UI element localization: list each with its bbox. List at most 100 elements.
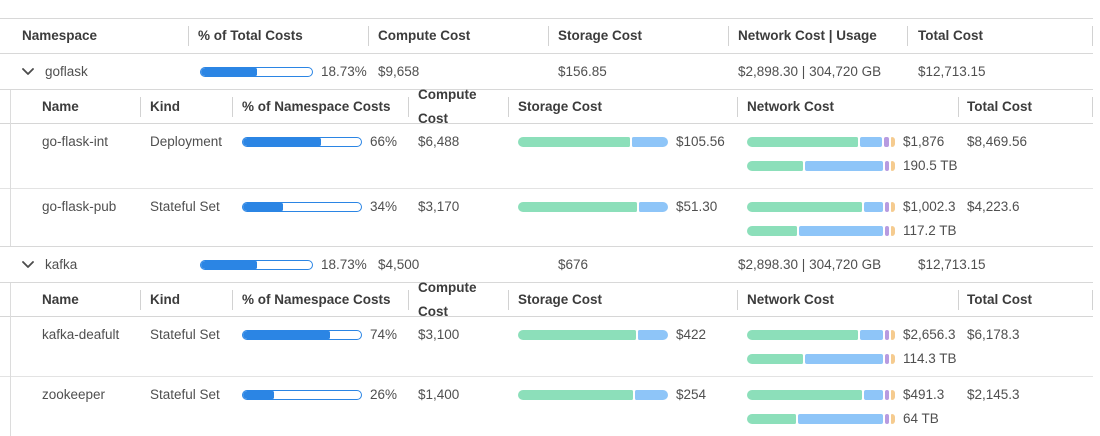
workload-table-kafka: Name Kind % of Namespace Costs Compute C… — [0, 280, 1093, 436]
workload-kind: Stateful Set — [150, 199, 220, 214]
network-cost-value: $491.3 — [903, 387, 945, 402]
col-header-storage-cost: Storage Cost — [508, 90, 737, 124]
workload-name: zookeeper — [42, 387, 106, 402]
namespace-name-cell: kafka — [0, 253, 188, 277]
storage-cost-bar — [518, 202, 668, 212]
compute-cost-value: $1,400 — [418, 387, 460, 402]
storage-cost-value: $51.30 — [676, 199, 718, 214]
total-cost-value: $8,469.56 — [967, 134, 1028, 149]
storage-cost-value: $676 — [558, 256, 589, 272]
col-header-namespace-costs-pct: % of Namespace Costs — [232, 283, 408, 317]
percent-total-costs-bar — [200, 259, 313, 270]
workload-row-kafka-deafult[interactable]: kafka-deafult Stateful Set 74% $3,100 $4… — [0, 317, 1093, 376]
col-header-compute-cost: Compute Cost — [368, 19, 548, 53]
network-cost-value: $2,656.3 — [903, 327, 956, 342]
col-header-network-cost-usage: Network Cost | Usage — [728, 19, 907, 53]
percent-namespace-costs-bar — [242, 390, 362, 400]
percent-total-costs-value: 18.73% — [321, 63, 367, 79]
percent-namespace-costs-bar — [242, 137, 362, 147]
network-cost-bar — [747, 137, 895, 147]
compute-cost-value: $4,500 — [378, 256, 420, 272]
col-header-total-cost: Total Cost — [958, 283, 1093, 317]
percent-namespace-costs-value: 74% — [370, 327, 398, 342]
col-header-name: Name — [42, 99, 79, 114]
workload-row-zookeeper[interactable]: zookeeper Stateful Set 26% $1,400 $254 $… — [0, 377, 1093, 436]
storage-cost-value: $156.85 — [558, 63, 607, 79]
network-usage-value: 190.5 TB — [903, 158, 958, 173]
percent-namespace-costs-value: 26% — [370, 387, 398, 402]
storage-cost-value: $254 — [676, 387, 707, 402]
divider — [0, 53, 1093, 54]
percent-total-costs-cell: 18.73% — [188, 253, 368, 277]
storage-cost-cell: $51.30 — [508, 195, 737, 219]
workload-row-go-flask-pub[interactable]: go-flask-pub Stateful Set 34% $3,170 $51… — [0, 189, 1093, 246]
compute-cost-value: $6,488 — [418, 134, 460, 149]
namespace-name: kafka — [45, 256, 78, 272]
network-cost-cell: $1,002.3 117.2 TB — [737, 195, 958, 243]
total-cost-value: $12,713.15 — [918, 256, 986, 272]
network-cost-cell: $491.3 64 TB — [737, 383, 958, 431]
percent-namespace-costs-cell: 26% — [232, 383, 408, 407]
col-header-network-cost: Network Cost — [737, 90, 958, 124]
workload-kind: Stateful Set — [150, 387, 220, 402]
namespace-row-kafka[interactable]: kafka 18.73% $4,500 $676 $2,898.30 | 304… — [0, 247, 1093, 282]
divider — [0, 18, 1093, 19]
workload-table-goflask: Name Kind % of Namespace Costs Compute C… — [0, 87, 1093, 246]
network-usage-value: 114.3 TB — [903, 351, 957, 366]
col-header-storage-cost: Storage Cost — [508, 283, 737, 317]
workload-name: go-flask-int — [42, 134, 109, 149]
col-header-total-cost: Total Cost — [907, 19, 1093, 53]
col-header-total-costs-pct: % of Total Costs — [188, 19, 368, 53]
workload-name: kafka-deafult — [42, 327, 120, 342]
storage-cost-cell: $105.56 — [508, 130, 737, 154]
storage-cost-bar — [518, 330, 668, 340]
percent-namespace-costs-cell: 74% — [232, 323, 408, 347]
workload-table-header: Name Kind % of Namespace Costs Compute C… — [0, 87, 1093, 126]
namespace-row-goflask[interactable]: goflask 18.73% $9,658 $156.85 $2,898.30 … — [0, 54, 1093, 89]
total-cost-value: $6,178.3 — [967, 327, 1020, 342]
namespace-name: goflask — [45, 63, 88, 79]
network-cost-bar — [747, 390, 895, 400]
network-usage-bar — [747, 414, 896, 424]
network-cost-bar — [747, 330, 895, 340]
chevron-down-icon[interactable] — [22, 67, 34, 76]
col-header-storage-cost: Storage Cost — [548, 19, 728, 53]
divider — [0, 282, 1093, 283]
storage-cost-cell: $254 — [508, 383, 737, 407]
workload-kind: Stateful Set — [150, 327, 220, 342]
compute-cost-value: $3,100 — [418, 327, 460, 342]
percent-namespace-costs-bar — [242, 202, 362, 212]
percent-total-costs-value: 18.73% — [321, 256, 367, 272]
col-header-compute-cost: Compute Cost — [408, 87, 508, 126]
total-cost-value: $12,713.15 — [918, 63, 986, 79]
percent-namespace-costs-value: 34% — [370, 199, 398, 214]
col-header-compute-cost: Compute Cost — [408, 280, 508, 319]
compute-cost-value: $9,658 — [378, 63, 420, 79]
workload-kind: Deployment — [150, 134, 223, 149]
percent-total-costs-cell: 18.73% — [188, 60, 368, 84]
storage-cost-bar — [518, 137, 668, 147]
col-header-total-cost: Total Cost — [958, 90, 1093, 124]
col-header-kind: Kind — [140, 90, 232, 124]
network-cost-value: $1,876 — [903, 134, 945, 149]
network-cost-cell: $1,876 190.5 TB — [737, 130, 958, 178]
network-usage-value: 64 TB — [903, 411, 939, 426]
storage-cost-bar — [518, 390, 668, 400]
col-header-namespace: Namespace — [22, 28, 98, 43]
col-header-kind: Kind — [140, 283, 232, 317]
col-header-namespace-costs-pct: % of Namespace Costs — [232, 90, 408, 124]
percent-namespace-costs-cell: 66% — [232, 130, 408, 154]
network-usage-bar — [747, 226, 895, 236]
storage-cost-value: $105.56 — [676, 134, 725, 149]
network-cost-bar — [747, 202, 895, 212]
workload-row-go-flask-int[interactable]: go-flask-int Deployment 66% $6,488 $105.… — [0, 124, 1093, 188]
chevron-down-icon[interactable] — [22, 260, 34, 269]
divider — [0, 246, 1093, 247]
divider — [0, 89, 1093, 90]
namespace-name-cell: goflask — [0, 60, 188, 84]
network-cost-usage-value: $2,898.30 | 304,720 GB — [738, 63, 882, 79]
total-cost-value: $2,145.3 — [967, 387, 1020, 402]
col-header-name: Name — [42, 292, 79, 307]
storage-cost-value: $422 — [676, 327, 707, 342]
